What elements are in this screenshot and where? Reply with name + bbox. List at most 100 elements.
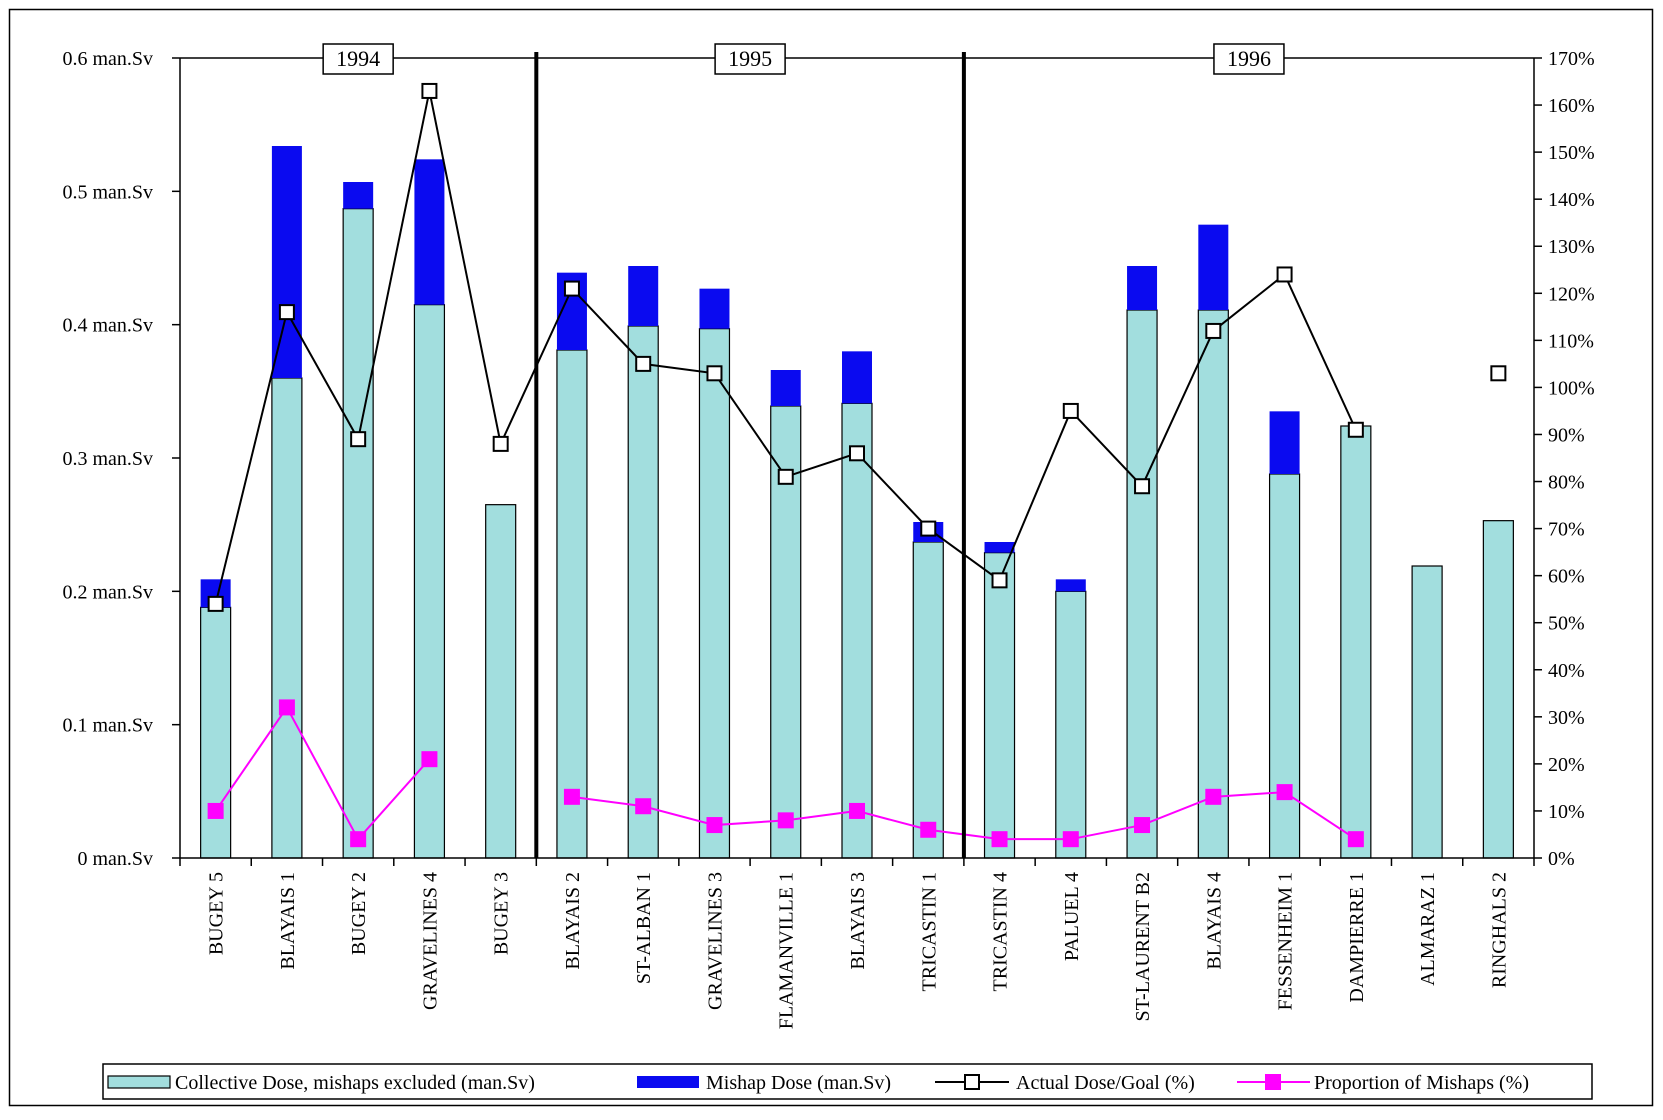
category-label: GRAVELINES 3: [704, 872, 726, 1010]
bar-mishap-dose: [1269, 411, 1300, 474]
right-tick-label: 140%: [1548, 189, 1595, 211]
bar-collective-dose: [1197, 309, 1229, 859]
left-tick-label: 0 man.Sv: [77, 848, 153, 870]
right-tick-label: 110%: [1548, 330, 1594, 352]
legend-box: [102, 1063, 1593, 1100]
right-tick-label: 100%: [1548, 377, 1595, 399]
category-label: ST-LAURENT B2: [1132, 872, 1154, 1021]
mishap-proportion-point: [991, 831, 1008, 848]
category-label: TRICASTIN 4: [990, 872, 1012, 991]
category-label: FESSENHEIM 1: [1275, 872, 1297, 1010]
right-tick-label: 150%: [1548, 142, 1595, 164]
mishap-proportion-point: [706, 817, 723, 834]
category-label: BLAYAIS 3: [847, 872, 869, 970]
mishap-proportion-point: [849, 802, 865, 819]
bar-mishap-dose: [1198, 224, 1229, 310]
bar-collective-dose: [485, 504, 517, 859]
bar-mishap-dose: [271, 146, 302, 378]
legend-swatch-collective: [107, 1075, 171, 1089]
dose-goal-ratio-point: [563, 280, 580, 297]
dose-goal-ratio-point: [1134, 478, 1151, 495]
mishap-proportion-point: [421, 751, 438, 768]
right-tick-label: 80%: [1548, 472, 1585, 494]
right-tick-label: 130%: [1548, 236, 1595, 258]
category-label: ALMARAZ 1: [1417, 872, 1439, 986]
dose-goal-ratio-point: [991, 572, 1008, 589]
bar-mishap-dose: [628, 266, 659, 326]
bar-mishap-dose: [984, 542, 1015, 553]
dose-goal-ratio-point: [706, 365, 723, 382]
dose-goal-ratio-point: [278, 304, 295, 321]
dose-goal-ratio-point: [207, 595, 224, 612]
bar-mishap-dose: [1127, 266, 1158, 310]
right-tick-label: 50%: [1548, 613, 1585, 635]
category-label: BUGEY 5: [206, 872, 228, 955]
left-tick-label: 0.1 man.Sv: [62, 715, 153, 737]
right-tick-label: 60%: [1548, 566, 1585, 588]
right-tick-label: 40%: [1548, 660, 1585, 682]
bar-collective-dose: [1482, 520, 1514, 859]
category-label: BLAYAIS 2: [562, 872, 584, 970]
bar-collective-dose: [1055, 590, 1087, 859]
dose-goal-ratio-point: [635, 355, 652, 372]
bar-collective-dose: [413, 304, 446, 859]
bar-mishap-dose: [842, 351, 872, 404]
bar-collective-dose: [983, 552, 1016, 859]
dose-goal-ratio-point: [1347, 421, 1364, 438]
left-tick-label: 0.6 man.Sv: [62, 48, 153, 70]
category-label: ST-ALBAN 1: [633, 872, 655, 984]
legend-label: Actual Dose/Goal (%): [1016, 1072, 1195, 1094]
legend-label: Proportion of Mishaps (%): [1314, 1072, 1529, 1094]
right-tick-label: 0%: [1548, 848, 1575, 870]
legend-label: Collective Dose, mishaps excluded (man.S…: [175, 1072, 535, 1094]
mishap-proportion-point: [207, 802, 224, 819]
dose-goal-ratio-point: [492, 435, 509, 452]
mishap-proportion-point: [920, 821, 937, 838]
category-label: BLAYAIS 4: [1203, 872, 1225, 970]
year-label-box: [322, 43, 394, 75]
right-tick-label: 10%: [1548, 801, 1585, 823]
legend-marker-ratio: [964, 1074, 980, 1090]
mishap-proportion-point: [1062, 831, 1079, 848]
bar-collective-dose: [1268, 473, 1301, 859]
mishap-proportion-point: [563, 788, 580, 805]
dose-goal-ratio-point: [421, 82, 438, 99]
category-label: BUGEY 2: [348, 872, 370, 955]
right-tick-label: 160%: [1548, 95, 1595, 117]
bar-mishap-dose: [1055, 579, 1086, 592]
dose-goal-ratio-point: [920, 520, 937, 537]
right-tick-label: 30%: [1548, 707, 1585, 729]
mishap-proportion-point: [1205, 788, 1222, 805]
dose-goal-ratio-point: [777, 468, 794, 485]
category-label: TRICASTIN 1: [918, 872, 940, 991]
category-label: FLAMANVILLE 1: [776, 872, 798, 1029]
mishap-proportion-point: [1347, 831, 1364, 848]
bar-collective-dose: [698, 328, 731, 859]
left-tick-label: 0.3 man.Sv: [62, 448, 153, 470]
legend-swatch-mishap: [637, 1076, 699, 1088]
mishap-proportion-point: [1276, 784, 1293, 801]
dose-goal-ratio-point: [849, 445, 865, 462]
bar-collective-dose: [1126, 309, 1158, 859]
category-label: RINGHALS 2: [1488, 872, 1510, 988]
bar-mishap-dose: [699, 288, 730, 329]
bar-mishap-dose: [343, 182, 374, 209]
left-tick-label: 0.5 man.Sv: [62, 181, 153, 203]
left-tick-label: 0.2 man.Sv: [62, 581, 153, 603]
year-label-box: [714, 43, 786, 75]
left-tick-label: 0.4 man.Sv: [62, 315, 153, 337]
bar-collective-dose: [556, 349, 588, 859]
bar-collective-dose: [912, 541, 944, 859]
bar-collective-dose: [1411, 565, 1443, 859]
bar-collective-dose: [342, 208, 374, 859]
year-label: 1996: [1227, 46, 1271, 71]
mishap-proportion-point: [777, 812, 794, 829]
bar-mishap-dose: [770, 370, 801, 406]
right-tick-label: 90%: [1548, 424, 1585, 446]
legend-marker-proportion: [1265, 1074, 1281, 1090]
legend-label: Mishap Dose (man.Sv): [706, 1072, 891, 1094]
mishap-proportion-point: [350, 831, 367, 848]
dose-goal-ratio-point: [1276, 266, 1293, 283]
dose-goal-ratio-point: [1490, 365, 1507, 382]
